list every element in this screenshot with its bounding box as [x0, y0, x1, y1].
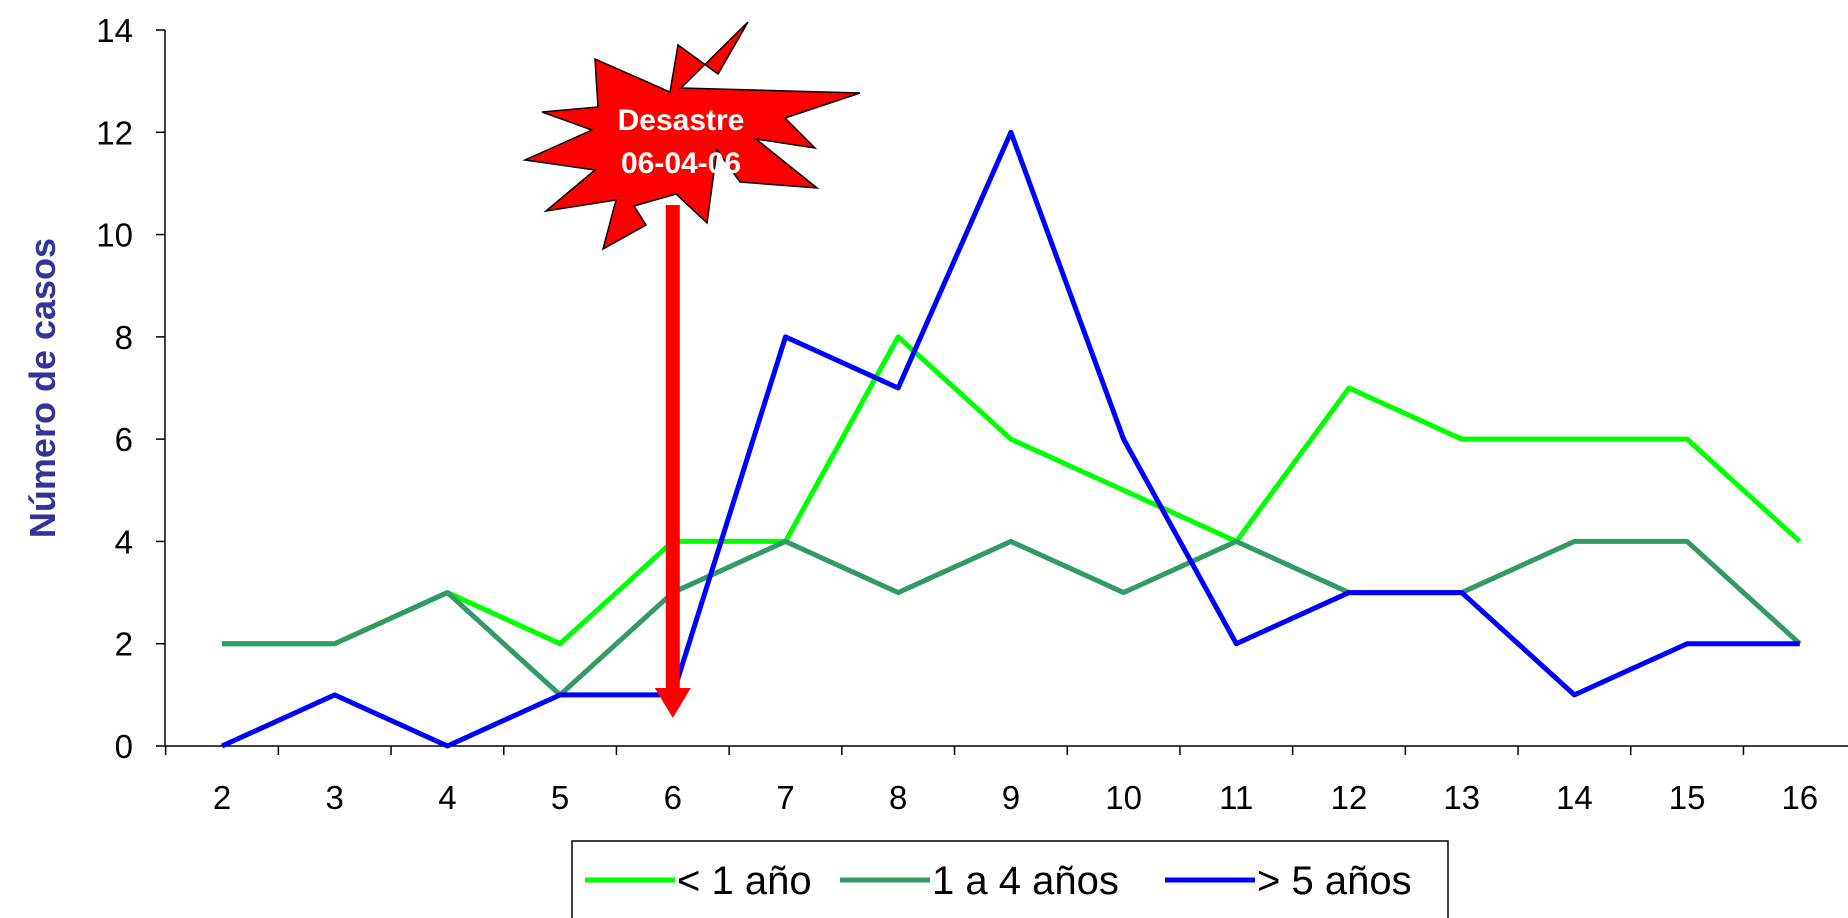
x-tick-label: 13 — [1443, 779, 1480, 816]
x-tick-label: 7 — [776, 779, 794, 816]
x-tick-label: 11 — [1219, 779, 1253, 816]
starburst-shape — [522, 21, 861, 251]
y-tick-label: 10 — [96, 217, 133, 254]
x-tick-label: 8 — [889, 779, 907, 816]
disaster-annotation: Desastre 06-04-06 — [522, 21, 861, 718]
x-tick-label: 9 — [1002, 779, 1020, 816]
y-tick-label: 12 — [96, 114, 133, 151]
y-tick-label: 8 — [115, 319, 133, 356]
legend-box — [571, 840, 1449, 918]
annotation-text: 06-04-06 — [621, 147, 741, 180]
legend-label-0: < 1 año — [677, 859, 812, 903]
legend-label-2: > 5 años — [1257, 859, 1412, 903]
x-tick-label: 14 — [1556, 779, 1593, 816]
x-tick-label: 2 — [213, 779, 231, 816]
x-tick-label: 3 — [326, 779, 344, 816]
x-tick-label: 6 — [664, 779, 682, 816]
legend-label-1: 1 a 4 años — [932, 859, 1119, 903]
x-axis-ticks: 2 3 4 5 6 7 8 9 10 11 12 13 14 15 16 — [164, 746, 1818, 816]
x-tick-label: 10 — [1105, 779, 1142, 816]
x-tick-label: 16 — [1781, 779, 1818, 816]
annotation-text: Desastre — [618, 104, 745, 137]
y-tick-label: 2 — [115, 626, 133, 663]
series-line-0 — [222, 334, 1802, 647]
arrow-head — [654, 688, 691, 718]
y-tick-label: 0 — [115, 728, 133, 765]
y-axis-label: Número de casos — [22, 238, 63, 538]
y-tick-label: 4 — [115, 523, 133, 560]
x-tick-label: 12 — [1331, 779, 1368, 816]
x-tick-label: 4 — [438, 779, 456, 816]
x-tick-label: 15 — [1669, 779, 1706, 816]
y-axis-ticks: 0 2 4 6 8 10 12 14 — [96, 12, 165, 765]
legend: < 1 año 1 a 4 años > 5 años — [571, 840, 1449, 918]
y-tick-label: 14 — [96, 12, 133, 49]
series-line-1 — [222, 538, 1802, 698]
y-tick-label: 6 — [115, 421, 133, 458]
series-lines — [220, 129, 1802, 749]
x-tick-label: 5 — [551, 779, 569, 816]
arrow-shaft — [665, 205, 680, 690]
series-line-2 — [220, 129, 1800, 749]
